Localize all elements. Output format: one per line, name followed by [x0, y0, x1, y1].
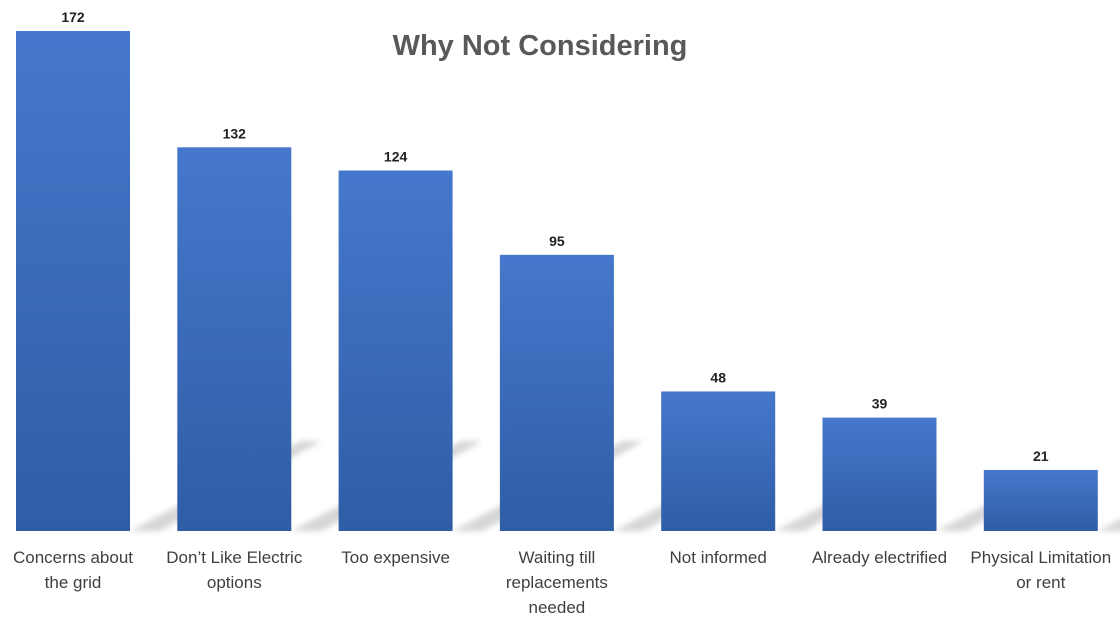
category-label: Concerns about the grid	[12, 548, 134, 592]
category-label: Physical Limitation or rent	[970, 548, 1112, 592]
data-label: 48	[710, 369, 726, 385]
bar	[338, 170, 453, 531]
category-label: Don’t Like Electric options	[166, 548, 303, 592]
category-label: Too expensive	[341, 548, 450, 567]
data-label: 21	[1033, 448, 1049, 464]
bar	[661, 391, 776, 531]
category-label: Already electrified	[811, 548, 948, 567]
bar	[499, 254, 614, 531]
data-label: 124	[384, 149, 408, 165]
bar	[16, 31, 130, 531]
data-label: 39	[872, 396, 888, 412]
bars	[16, 31, 1098, 532]
data-label: 95	[549, 233, 565, 249]
data-label: 132	[223, 125, 247, 141]
bar	[983, 469, 1098, 531]
bar-shadow	[1097, 519, 1120, 531]
bar	[822, 417, 937, 531]
data-label: 172	[61, 9, 85, 25]
chart-title: Why Not Considering	[392, 30, 688, 62]
category-label: Waiting till replacements needed	[505, 548, 608, 617]
category-label: Not informed	[669, 548, 767, 567]
bar	[177, 147, 292, 532]
data-labels: 172 132 124 95 48 39 21	[61, 9, 1048, 464]
